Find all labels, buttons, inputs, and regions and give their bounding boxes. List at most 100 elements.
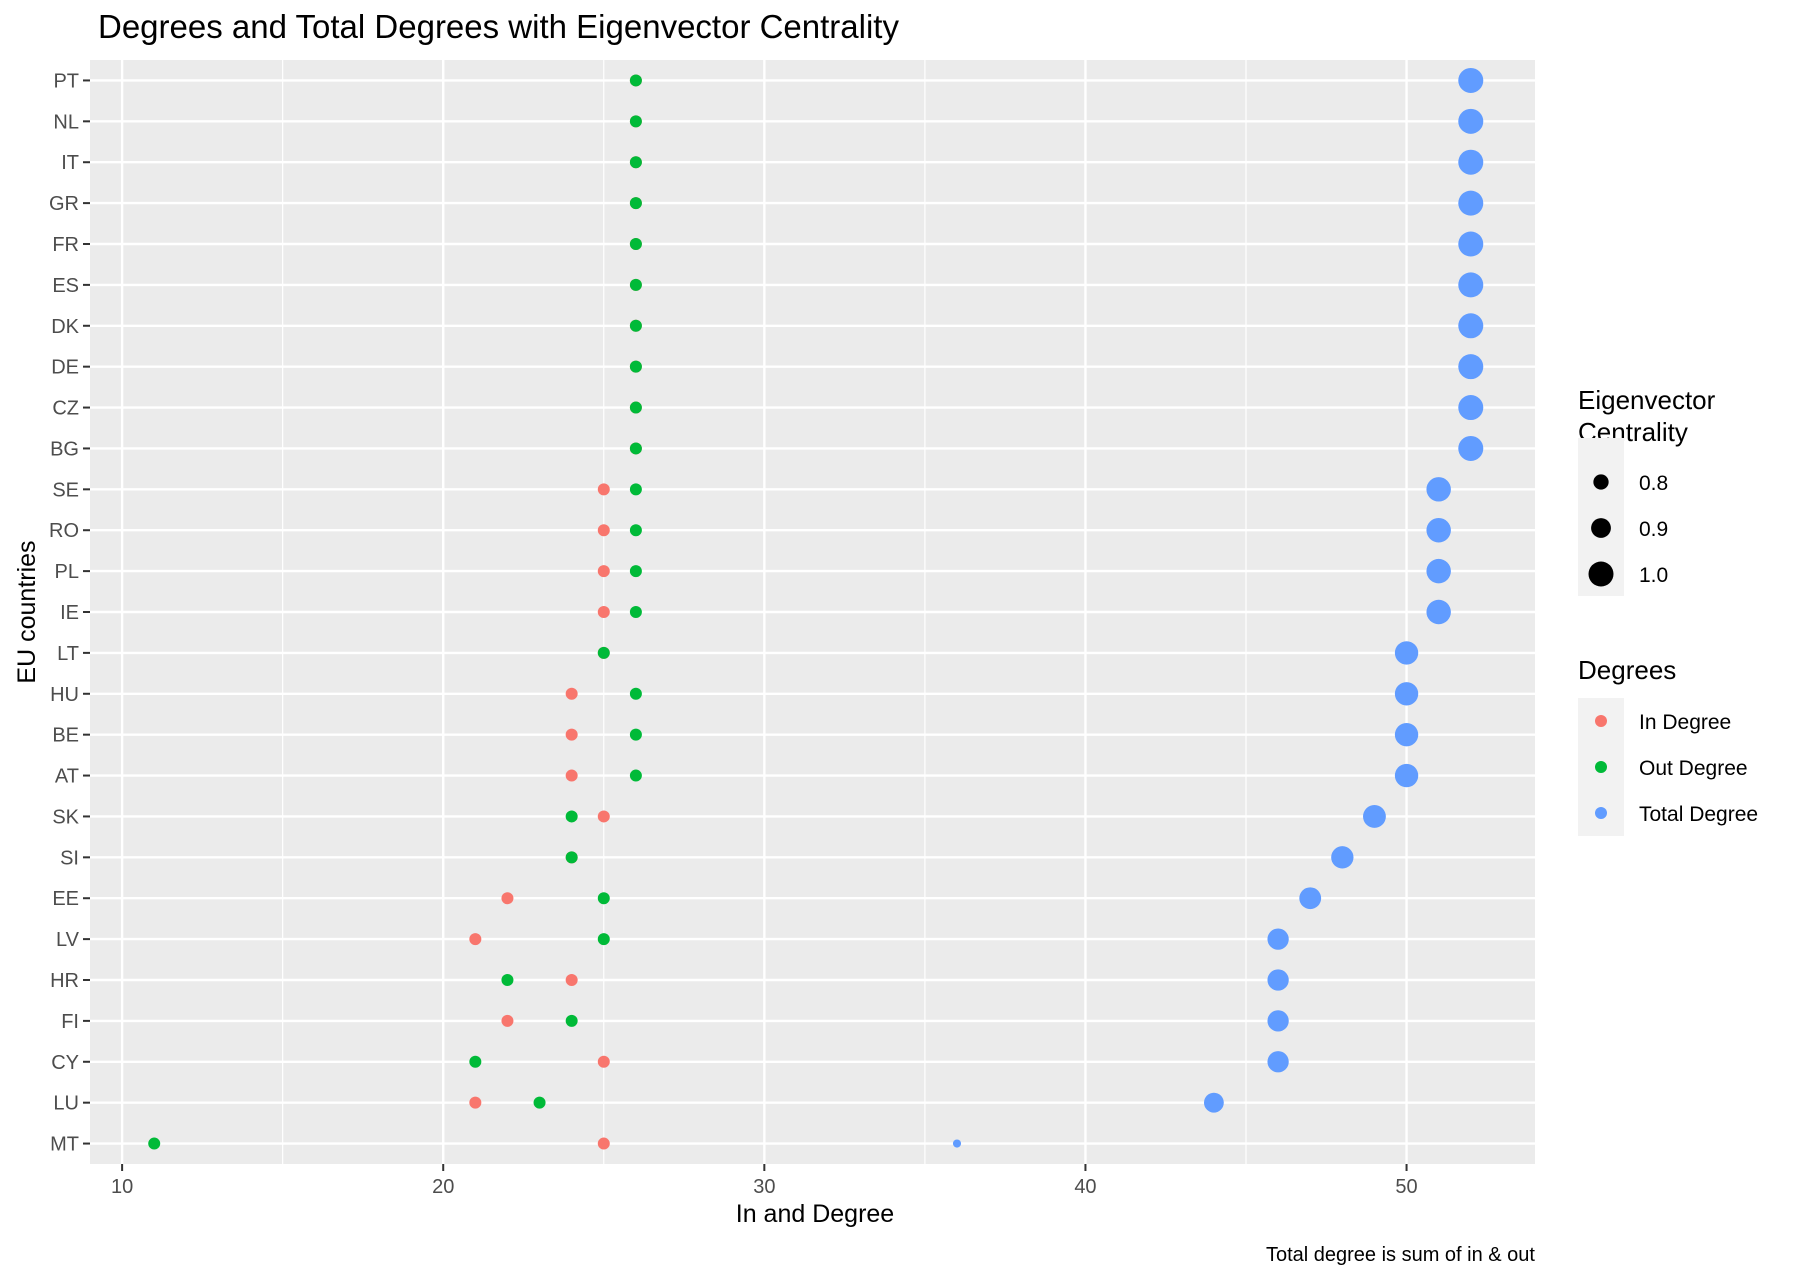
point-total-degree-es (1458, 272, 1484, 298)
legend-size-title-line: Eigenvector (1578, 385, 1716, 415)
point-total-degree-se (1426, 477, 1451, 502)
point-in-degree-hr (565, 974, 578, 986)
x-axis-label: In and Degree (736, 1200, 894, 1228)
point-out-degree-si (565, 851, 578, 864)
y-tick-label: PT (53, 70, 79, 92)
point-in-degree-hu (565, 687, 578, 700)
point-total-degree-ro (1426, 517, 1451, 543)
point-out-degree-lt (597, 646, 610, 659)
point-out-degree-cz (629, 401, 642, 414)
point-total-degree-lv (1267, 928, 1289, 950)
legend-color-label: In Degree (1639, 711, 1731, 734)
point-total-degree-be (1394, 722, 1419, 747)
point-out-degree-hu (629, 687, 642, 700)
point-out-degree-at (629, 769, 642, 782)
point-in-degree-cy (597, 1055, 610, 1068)
point-out-degree-ie (629, 606, 642, 618)
legend-color-key (1595, 807, 1607, 819)
y-tick-label: CZ (52, 398, 79, 420)
point-out-degree-it (629, 156, 642, 169)
y-tick-label: GR (49, 193, 79, 215)
data-points (148, 67, 1484, 1150)
chart-title: Degrees and Total Degrees with Eigenvect… (98, 8, 899, 45)
point-out-degree-be (629, 728, 642, 741)
point-out-degree-lu (533, 1096, 546, 1109)
point-out-degree-de (629, 360, 642, 373)
point-out-degree-ee (597, 892, 610, 905)
point-out-degree-ro (629, 524, 642, 537)
point-out-degree-pl (629, 565, 642, 578)
y-tick-label: AT (55, 766, 79, 788)
y-tick-label: HU (50, 684, 79, 706)
y-axis-label: EU countries (13, 540, 41, 683)
point-total-degree-lu (1203, 1092, 1224, 1113)
legend-size-key (1591, 518, 1611, 538)
point-total-degree-si (1331, 846, 1354, 869)
point-total-degree-hr (1267, 969, 1289, 991)
point-in-degree-pl (597, 565, 610, 578)
y-tick-label: DE (51, 357, 79, 379)
y-tick-label: LU (53, 1093, 79, 1115)
point-in-degree-lu (469, 1096, 482, 1109)
x-tick-label: 30 (753, 1176, 775, 1198)
point-out-degree-mt (148, 1137, 161, 1150)
legend-size-key (1588, 561, 1614, 587)
point-in-degree-fi (501, 1014, 514, 1027)
legend-size-label: 1.0 (1639, 564, 1668, 587)
point-in-degree-se (597, 483, 610, 496)
point-total-degree-at (1394, 763, 1419, 788)
point-out-degree-hr (501, 974, 514, 986)
legend-color-title: Degrees (1578, 655, 1676, 685)
y-tick-label: SE (52, 479, 79, 501)
y-tick-label: ES (52, 275, 79, 297)
y-tick-label: RO (49, 520, 79, 542)
y-tick-label: EE (52, 888, 79, 910)
point-total-degree-de (1458, 354, 1484, 380)
point-out-degree-cy (469, 1055, 482, 1068)
y-tick-label: BE (52, 725, 79, 747)
point-total-degree-lt (1394, 641, 1419, 665)
point-total-degree-dk (1458, 313, 1484, 339)
legend-degrees: Degrees In Degree Out Degree Total Degree (1578, 655, 1758, 836)
y-tick-label: IE (60, 602, 79, 624)
legend-color-key (1595, 715, 1607, 727)
x-tick-label: 50 (1395, 1176, 1417, 1198)
point-out-degree-sk (565, 810, 578, 823)
y-tick-label: LV (56, 929, 80, 951)
point-total-degree-pt (1458, 67, 1484, 93)
point-in-degree-be (565, 728, 578, 741)
point-in-degree-mt (597, 1137, 610, 1150)
point-in-degree-ee (501, 892, 514, 905)
x-tick-label: 20 (432, 1176, 454, 1198)
y-tick-label: IT (61, 152, 79, 174)
point-total-degree-mt (952, 1139, 962, 1148)
point-out-degree-fi (565, 1014, 578, 1027)
legend-color-label: Out Degree (1639, 757, 1748, 780)
y-tick-label: PL (55, 561, 79, 583)
y-tick-label: DK (51, 316, 79, 338)
y-tick-label: CY (51, 1052, 79, 1074)
x-tick-label: 10 (111, 1176, 133, 1198)
chart-caption: Total degree is sum of in & out (1266, 1244, 1535, 1266)
point-total-degree-hu (1394, 682, 1419, 706)
point-total-degree-gr (1458, 190, 1484, 216)
point-total-degree-pl (1426, 558, 1451, 584)
point-out-degree-lv (597, 933, 610, 946)
legend-size-key (1593, 474, 1609, 490)
y-tick-label: MT (50, 1134, 79, 1156)
point-out-degree-bg (629, 442, 642, 455)
point-out-degree-es (629, 278, 642, 291)
major-gridlines (90, 60, 1535, 1164)
point-in-degree-at (565, 769, 578, 782)
point-in-degree-ro (597, 524, 610, 537)
point-in-degree-lv (469, 933, 482, 946)
y-tick-label: BG (50, 438, 79, 460)
point-out-degree-gr (629, 197, 642, 210)
x-axis: 10 20 30 40 50 (111, 1164, 1418, 1198)
y-tick-label: LT (57, 643, 79, 665)
point-in-degree-sk (597, 810, 610, 823)
y-tick-label: FR (52, 234, 79, 256)
point-in-degree-ie (597, 606, 610, 618)
